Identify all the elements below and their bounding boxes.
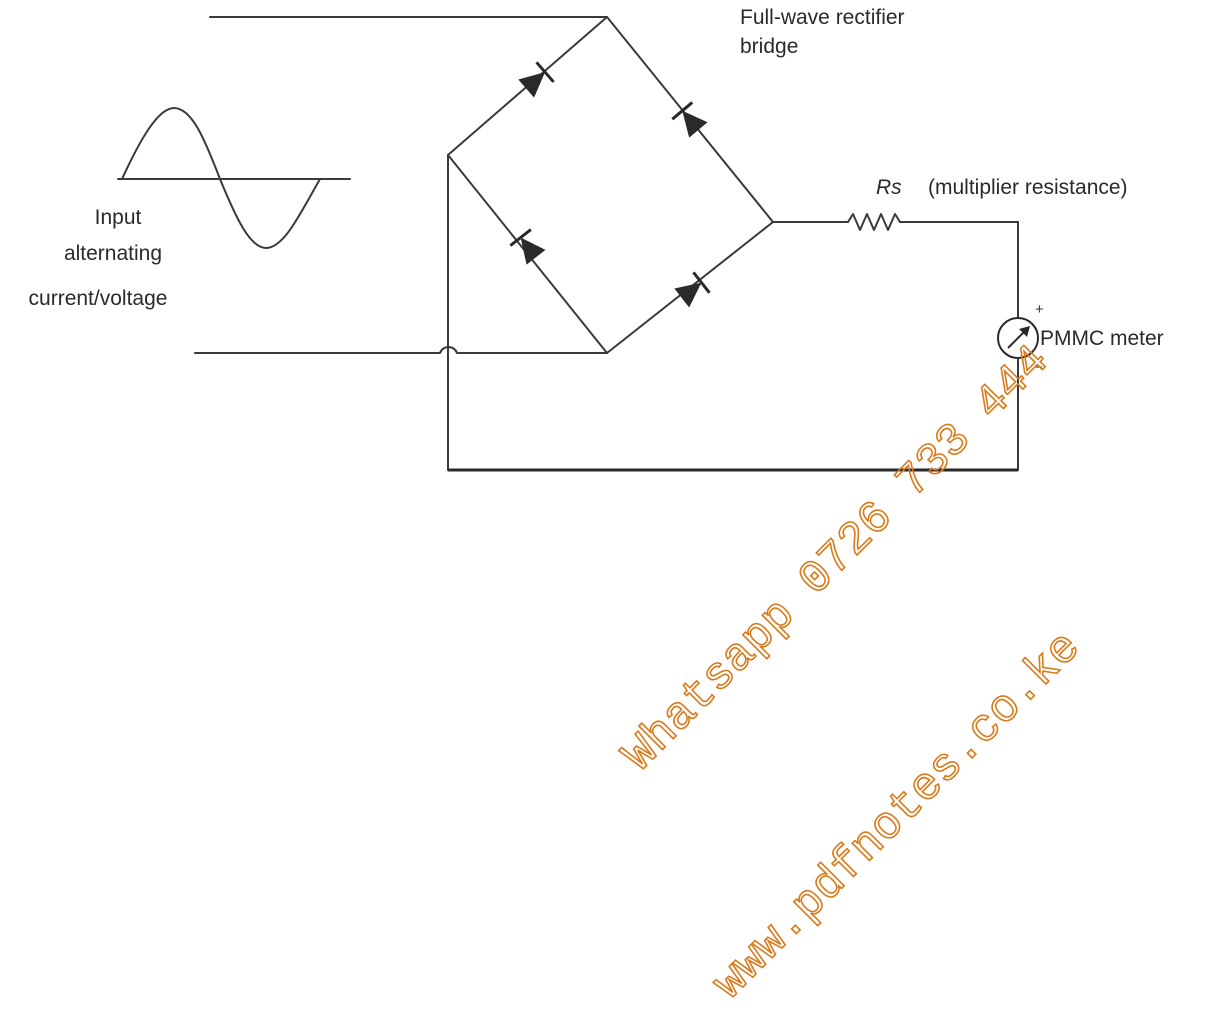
diode-upper-left — [518, 61, 555, 98]
rs-symbol-label: Rs — [876, 176, 902, 199]
wire-crossover-hop — [429, 346, 608, 354]
diode-lower-left — [509, 228, 546, 265]
meter-plus-sign: + — [1035, 301, 1044, 318]
multiplier-resistor — [847, 213, 901, 231]
meter-label: PMMC meter — [1040, 327, 1164, 350]
diode-upper-right — [671, 101, 708, 138]
input-waveform — [117, 107, 351, 249]
rs-description-label: (multiplier resistance) — [928, 176, 1128, 199]
diode-lower-right — [674, 271, 711, 308]
rectifier-bridge — [447, 16, 774, 354]
input-label-line2: alternating — [64, 242, 162, 265]
bridge-label-line1: Full-wave rectifier — [740, 6, 905, 29]
sine-wave — [121, 107, 321, 249]
input-label-line1: Input — [95, 206, 142, 229]
bridge-label-line2: bridge — [740, 35, 798, 58]
watermark: Whatsapp 0726 733 444 www.pdfnotes.co.ke — [612, 334, 1092, 1010]
meter-minus-sign: − — [1034, 359, 1043, 376]
watermark-website: www.pdfnotes.co.ke — [703, 622, 1091, 1010]
input-label-line3: current/voltage — [29, 287, 168, 310]
pmmc-meter — [997, 317, 1039, 359]
